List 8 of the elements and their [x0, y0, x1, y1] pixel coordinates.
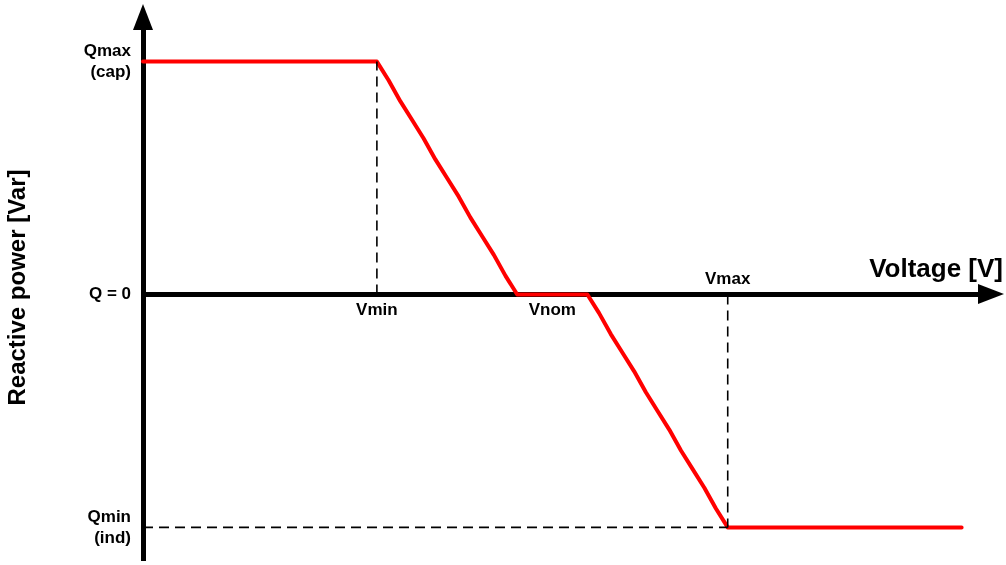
x-axis-title: Voltage [V]: [869, 252, 1003, 283]
text: Qmax (cap): [83, 40, 132, 81]
x-tick-label: Vmin: [356, 299, 398, 319]
x-tick-label: Vmax: [705, 268, 751, 288]
text: Q = 0: [88, 284, 131, 304]
text: Qmin (ind): [87, 506, 131, 547]
y-axis-title: Reactive power [Var]: [3, 169, 31, 406]
x-tick-label: Vnom: [528, 299, 576, 319]
